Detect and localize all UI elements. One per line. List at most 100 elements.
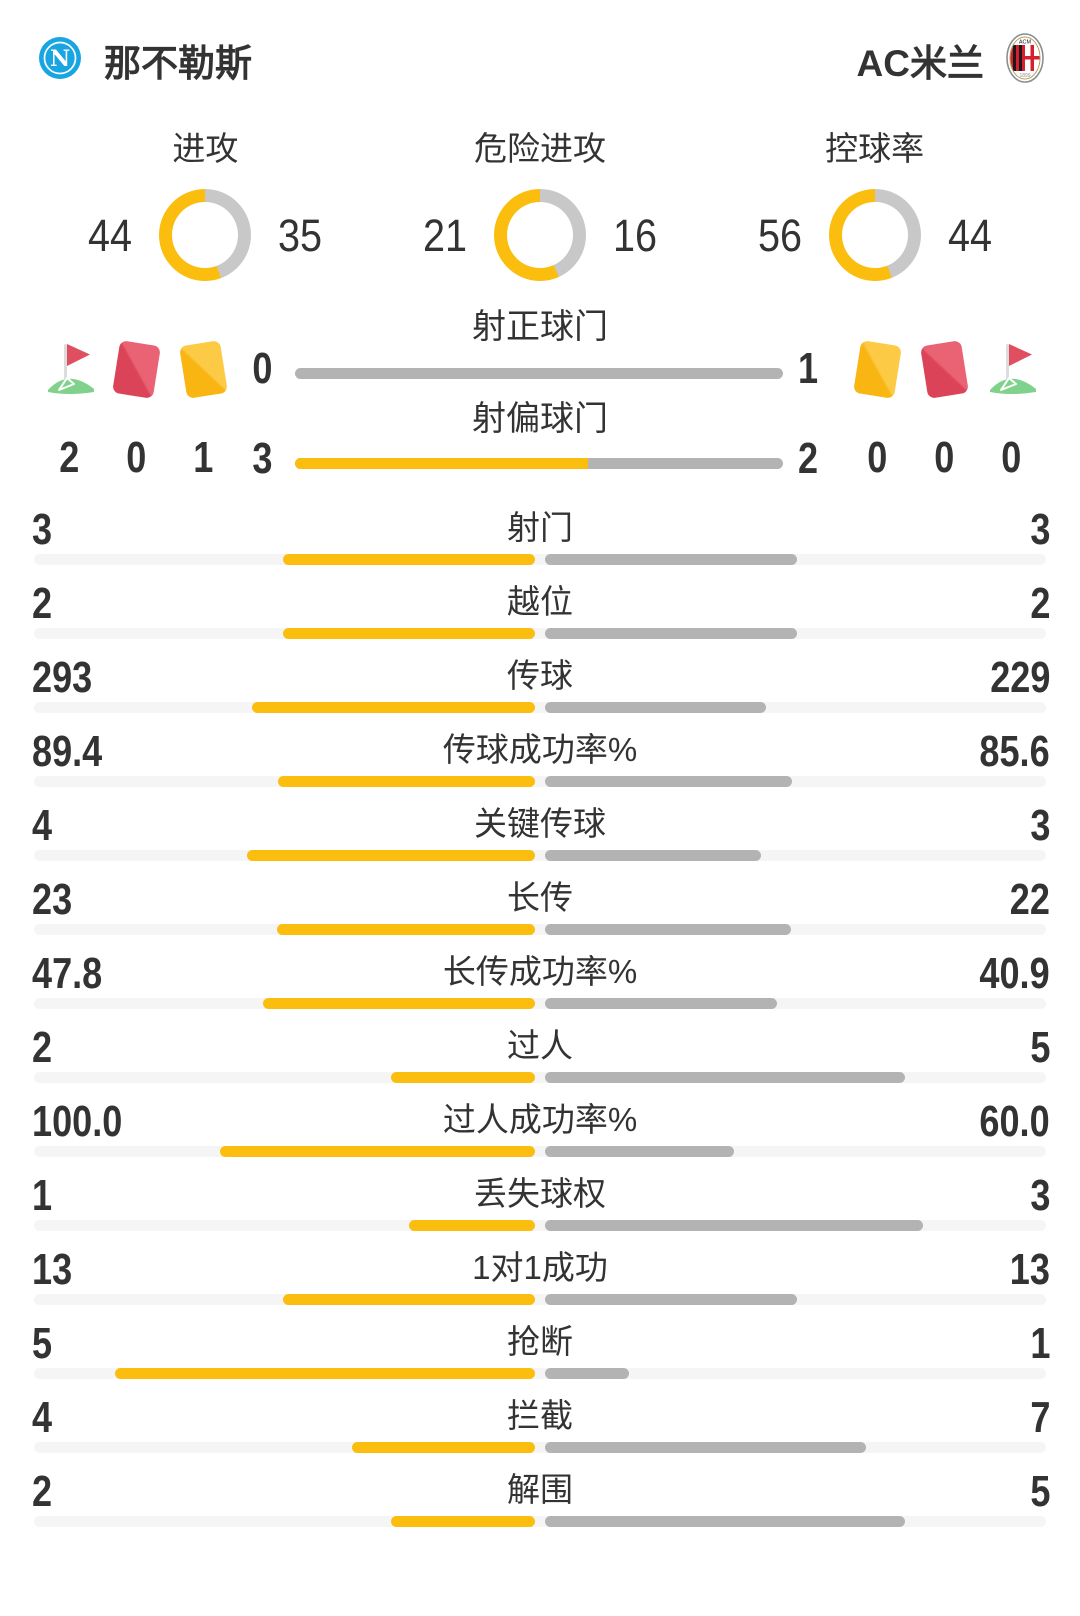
home-yellow-card-count: 1	[192, 433, 214, 482]
stat-away-value: 229	[989, 653, 1050, 702]
napoli-logo-icon: N	[38, 36, 82, 85]
stat-bar-track	[34, 1516, 1046, 1527]
away-yellow-card-count: 0	[866, 433, 888, 482]
svg-text:1899: 1899	[1019, 73, 1030, 79]
stat-bar-away	[545, 1516, 905, 1527]
shots-on-target-home-value: 0	[251, 344, 272, 393]
yellow-card-icon	[848, 339, 906, 399]
home-team-name: 那不勒斯	[104, 43, 252, 84]
red-card-icon	[107, 339, 165, 399]
away-card-counts: 0 0 0	[848, 436, 1040, 480]
stat-home-value: 2	[32, 579, 53, 628]
away-team-name: AC米兰	[856, 43, 984, 84]
stat-bar-track	[34, 628, 1046, 639]
stat-home-value: 4	[32, 801, 53, 850]
stat-bar-away	[545, 1220, 923, 1231]
stat-bar-home	[351, 1442, 535, 1453]
shots-on-target-away-value: 1	[798, 344, 819, 393]
stat-bar-home	[247, 850, 535, 861]
stat-label: 关键传球	[474, 805, 606, 842]
stat-bar-track	[34, 1220, 1046, 1231]
donut-away-value: 44	[947, 209, 992, 261]
shots-on-target-label: 射正球门	[472, 308, 608, 346]
away-team[interactable]: AC米兰 1899 AC	[856, 32, 1044, 86]
stat-bar-home	[252, 702, 535, 713]
stat-bar-track	[34, 1072, 1046, 1083]
stat-away-value: 3	[1029, 505, 1050, 554]
stat-home-value: 23	[32, 875, 73, 924]
stat-bar-home	[391, 1072, 535, 1083]
stat-label: 过人成功率%	[442, 1101, 638, 1138]
stat-row: 2 解围 5	[0, 1456, 1080, 1530]
stat-home-value: 2	[32, 1023, 53, 1072]
donut-ring	[828, 189, 921, 281]
stat-bar-home	[391, 1516, 535, 1527]
stat-bar-away	[545, 628, 797, 639]
home-corner-count: 2	[58, 433, 80, 482]
match-header: N 那不勒斯 AC米兰	[0, 32, 1080, 86]
donut-label: 危险进攻	[474, 130, 606, 167]
svg-text:N: N	[50, 46, 70, 72]
shots-off-target-away-value: 2	[798, 434, 819, 483]
stat-bar-track	[34, 702, 1046, 713]
stat-row: 4 拦截 7	[0, 1382, 1080, 1456]
stat-bar-away	[545, 924, 792, 935]
stat-away-value: 1	[1029, 1319, 1050, 1368]
donut-ring	[159, 189, 252, 281]
donut-away-value: 35	[278, 209, 323, 261]
donut-ring	[494, 189, 586, 281]
stat-away-value: 2	[1029, 579, 1050, 628]
stat-label: 抢断	[507, 1323, 573, 1360]
stat-bar-away	[545, 1072, 905, 1083]
stat-row: 293 传球 229	[0, 642, 1080, 716]
donut-label: 控球率	[825, 130, 925, 167]
corner-flag-icon	[982, 341, 1040, 397]
away-cards-group	[848, 339, 1040, 399]
stat-bar-away	[545, 850, 761, 861]
stat-label: 过人	[507, 1027, 573, 1064]
stat-row: 47.8 长传成功率% 40.9	[0, 938, 1080, 1012]
stat-away-value: 40.9	[979, 949, 1050, 998]
stat-label: 射门	[507, 509, 573, 546]
donut-chart-2: 控球率 56 44	[707, 124, 1042, 281]
stat-row: 13 1对1成功 13	[0, 1234, 1080, 1308]
stat-home-value: 13	[32, 1245, 73, 1294]
home-card-counts: 2 0 1	[40, 436, 232, 480]
stat-bar-away	[545, 554, 797, 565]
shots-off-target-home-value: 3	[251, 434, 272, 483]
shots-on-target-bar	[295, 368, 783, 379]
stat-home-value: 100.0	[32, 1097, 123, 1146]
stat-bar-home	[283, 1294, 535, 1305]
stat-row: 23 长传 22	[0, 864, 1080, 938]
stat-row: 89.4 传球成功率% 85.6	[0, 716, 1080, 790]
stat-label: 传球	[507, 657, 573, 694]
stat-home-value: 47.8	[32, 949, 103, 998]
stat-bar-track	[34, 1294, 1046, 1305]
stat-label: 解围	[507, 1471, 573, 1508]
stat-bar-track	[34, 924, 1046, 935]
red-card-icon	[915, 339, 973, 399]
stat-home-value: 1	[32, 1171, 53, 1220]
stat-home-value: 4	[32, 1393, 53, 1442]
stat-row: 2 过人 5	[0, 1012, 1080, 1086]
home-team[interactable]: N 那不勒斯	[38, 34, 252, 86]
stat-bar-track	[34, 1146, 1046, 1157]
stat-row: 1 丢失球权 3	[0, 1160, 1080, 1234]
stat-home-value: 293	[32, 653, 93, 702]
stat-away-value: 7	[1029, 1393, 1050, 1442]
stat-bar-away	[545, 1442, 866, 1453]
stat-bar-track	[34, 1368, 1046, 1379]
stat-bar-track	[34, 776, 1046, 787]
stat-bar-away	[545, 1294, 797, 1305]
stat-away-value: 85.6	[979, 727, 1050, 776]
stat-row: 4 关键传球 3	[0, 790, 1080, 864]
donut-charts: 进攻 44 35 危险进攻 21 16 控球率 56 44	[38, 124, 1042, 281]
home-cards-group	[40, 339, 232, 399]
away-red-card-count: 0	[933, 433, 955, 482]
shots-off-target-label: 射偏球门	[472, 400, 608, 438]
stat-label: 长传成功率%	[442, 953, 638, 990]
stat-label: 长传	[507, 879, 573, 916]
stat-home-value: 3	[32, 505, 53, 554]
stat-label: 丢失球权	[474, 1175, 606, 1212]
